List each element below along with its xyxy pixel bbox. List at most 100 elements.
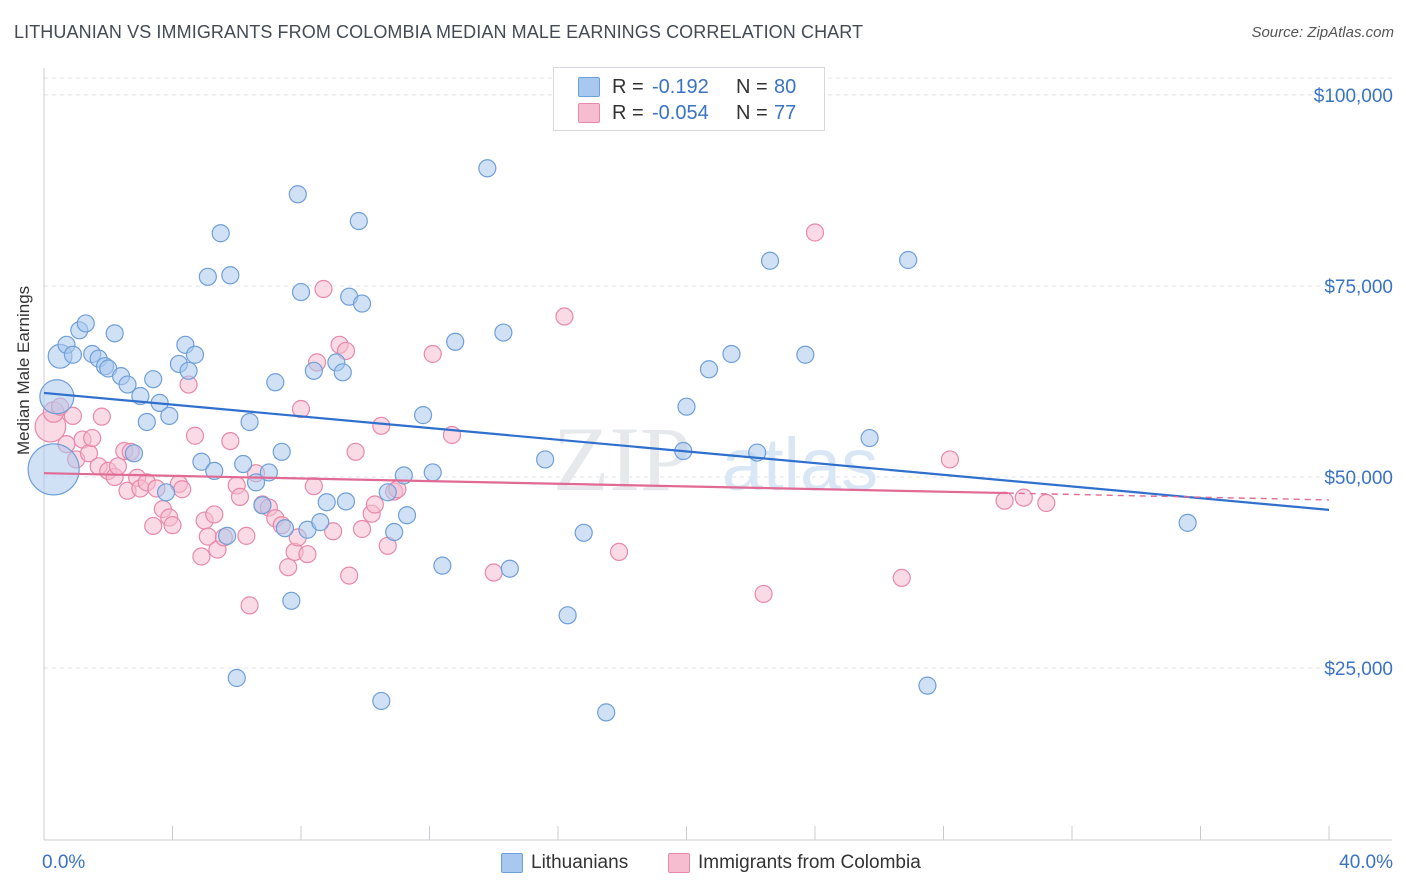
colombia-point <box>304 477 323 496</box>
lithuanians-point <box>105 324 124 343</box>
series-lithuanians-points <box>27 159 1197 722</box>
lithuanians-point <box>478 159 497 178</box>
lithuanians-point <box>796 345 815 364</box>
lithuanians-point <box>336 492 356 511</box>
bottom-legend-label: Immigrants from Colombia <box>698 852 921 873</box>
lithuanians-point <box>433 556 452 575</box>
lithuanians-point <box>1178 513 1197 532</box>
colombia-point <box>1014 488 1033 507</box>
watermark-zip: ZIP <box>553 408 691 510</box>
lithuanians-point <box>160 406 179 425</box>
lithuanians-point <box>558 606 577 625</box>
legend-n-value: 80 <box>774 76 797 98</box>
colombia-point <box>340 566 359 585</box>
lithuanians-point <box>253 496 272 515</box>
colombia-point <box>298 545 317 564</box>
y-axis-label: Median Male Earnings <box>14 285 33 455</box>
y-tick-label: $75,000 <box>1324 277 1393 298</box>
lithuanians-point <box>179 361 198 380</box>
legend-r-label: R = <box>612 102 644 124</box>
colombia-point <box>108 457 127 476</box>
lithuanians-point <box>124 444 144 463</box>
colombia-point <box>372 416 391 435</box>
y-tick-label: $100,000 <box>1313 86 1393 107</box>
colombia-trend-line <box>43 472 1008 495</box>
colombia-point <box>754 584 773 604</box>
bottom-legend-swatch-blue <box>501 853 523 873</box>
colombia-point <box>555 307 574 326</box>
colombia-point <box>352 519 372 539</box>
lithuanians-point <box>275 519 295 538</box>
lithuanians-point <box>597 703 616 722</box>
lithuanians-point <box>333 363 352 382</box>
lithuanians-point <box>860 428 879 448</box>
colombia-point <box>163 516 182 535</box>
colombia-point <box>237 526 256 545</box>
lithuanians-point <box>423 463 442 482</box>
lithuanians-point <box>221 266 240 285</box>
legend-r-value: -0.192 <box>652 76 709 98</box>
lithuanians-point <box>494 323 513 342</box>
lithuanians-point <box>311 513 330 532</box>
lithuanians-point <box>899 250 918 270</box>
lithuanians-point <box>352 294 372 313</box>
lithuanians-point <box>677 397 696 416</box>
lithuanians-point <box>39 379 75 415</box>
lithuanians-point <box>156 483 176 502</box>
lithuanians-point <box>118 375 137 394</box>
lithuanians-point <box>63 345 83 364</box>
colombia-point <box>346 442 365 461</box>
colombia-point <box>240 596 259 615</box>
lithuanians-point <box>205 461 224 481</box>
lithuanians-point <box>266 373 285 392</box>
lithuanians-point <box>317 493 336 512</box>
colombia-point <box>279 558 298 577</box>
lithuanians-point <box>240 412 259 432</box>
colombia-point <box>940 450 960 469</box>
watermark-atlas: atlas <box>722 423 878 506</box>
colombia-point <box>173 480 192 499</box>
colombia-point <box>484 563 503 582</box>
lithuanians-point <box>536 450 555 469</box>
lithuanians-point <box>211 224 230 243</box>
colombia-point <box>63 406 83 425</box>
colombia-point <box>314 279 333 299</box>
bottom-legend-swatch-pink <box>668 853 690 873</box>
lithuanians-point <box>574 523 593 542</box>
lithuanians-point <box>446 332 465 351</box>
colombia-point <box>92 407 111 426</box>
lithuanians-point <box>144 370 163 389</box>
lithuanians-point <box>27 443 80 496</box>
legend-r-value: -0.054 <box>652 102 709 124</box>
source-label: Source: ZipAtlas.com <box>1251 24 1394 41</box>
trend-lines <box>43 391 1330 511</box>
lithuanians-point <box>372 691 391 711</box>
lithuanians-point <box>282 591 301 610</box>
colombia-point <box>324 522 343 541</box>
lithuanians-point <box>722 344 741 364</box>
colombia-point <box>805 223 825 242</box>
legend-n-label: N = <box>736 76 768 98</box>
lithuanians-point <box>192 452 211 471</box>
lithuanians-point <box>349 211 368 231</box>
lithuanians-point <box>76 314 95 333</box>
chart-title: LITHUANIAN VS IMMIGRANTS FROM COLOMBIA M… <box>14 22 864 42</box>
colombia-point <box>83 428 102 448</box>
lithuanians-point <box>378 483 397 502</box>
colombia-point <box>291 399 311 419</box>
y-tick-label: $25,000 <box>1324 659 1393 680</box>
lithuanians-point <box>304 361 323 380</box>
lithuanians-point <box>288 185 307 204</box>
x-tick-label: 0.0% <box>42 852 86 873</box>
colombia-point <box>892 568 911 587</box>
lithuanians-point <box>198 267 217 286</box>
lithuanians-point <box>760 251 780 270</box>
lithuanians-point <box>500 559 519 578</box>
lithuanians-point <box>185 345 205 364</box>
lithuanians-trend-line <box>43 391 1330 511</box>
lithuanians-point <box>227 668 246 688</box>
grid <box>44 77 1392 669</box>
colombia-point <box>205 505 224 524</box>
legend-n-value: 77 <box>774 102 797 124</box>
